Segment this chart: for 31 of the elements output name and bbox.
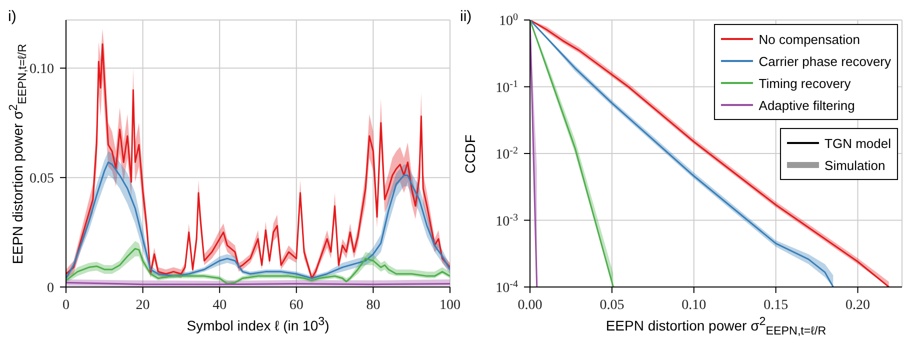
x-tick-label: 40 <box>212 298 227 313</box>
chart-title: i) <box>8 8 16 25</box>
x-tick-label: 0.10 <box>682 298 706 313</box>
x-tick-label: 0.00 <box>518 298 542 313</box>
x-tick-label: 100 <box>440 298 460 313</box>
x-tick-label: 0.20 <box>846 298 870 313</box>
x-tick-label: 0 <box>62 298 70 313</box>
legend-label: Carrier phase recovery <box>758 54 891 68</box>
legend-label: Timing recovery <box>758 76 851 90</box>
line-series <box>66 248 450 284</box>
chart-title: ii) <box>460 8 472 25</box>
legend-label: No compensation <box>758 32 860 46</box>
y-tick-label: 0 <box>47 281 54 296</box>
y-tick-label: 10$^{-3}$ <box>496 212 518 230</box>
y-axis-title: CCDF <box>462 134 478 173</box>
x-axis-title: Symbol index ℓ (in 10$^{3}$) <box>186 315 330 334</box>
x-tick-label: 80 <box>366 298 380 313</box>
legend-label: Adaptive filtering <box>758 98 855 112</box>
x-tick-label: 20 <box>136 298 150 313</box>
x-tick-label: 60 <box>289 298 304 313</box>
annotation: TGN model <box>824 136 891 150</box>
annotation: Simulation <box>824 158 886 172</box>
y-tick-label: 10$^{-2}$ <box>496 145 518 162</box>
style-key-box: TGN model Simulation <box>780 128 898 180</box>
x-tick-label: 0.05 <box>600 298 624 313</box>
y-tick-label: 10$^{-1}$ <box>496 78 518 96</box>
x-tick-label: 0.15 <box>764 298 788 313</box>
y-tick-label: 10$^{0}$ <box>499 12 518 29</box>
y-tick-label: 10$^{-4}$ <box>496 278 518 296</box>
y-tick-label: 0.05 <box>30 172 54 187</box>
y-tick-label: 0.10 <box>30 62 54 78</box>
